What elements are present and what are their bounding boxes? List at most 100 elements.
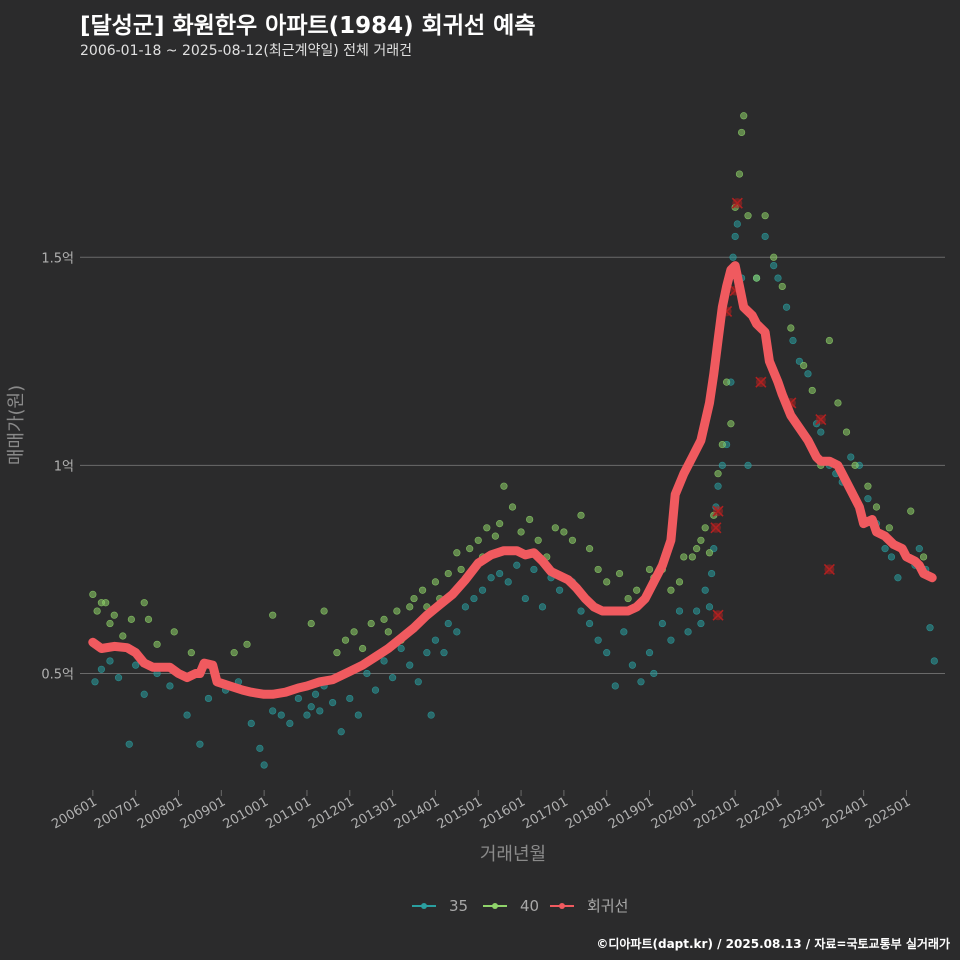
data-point-35 [329,699,337,707]
data-point-35 [256,744,264,752]
data-point-40 [93,607,101,615]
data-point-35 [645,649,654,657]
legend: 35 40 회귀선 [412,897,628,915]
x-tick-label: 200601 [49,794,99,832]
data-point-40 [735,170,744,178]
data-point-40 [170,628,178,636]
data-point-40 [418,586,427,594]
data-point-35 [714,482,722,490]
data-point-40 [508,503,517,511]
data-point-40 [119,632,127,640]
data-point-40 [127,615,135,623]
data-point-35 [887,553,896,561]
data-point-35 [620,628,628,636]
data-point-35 [611,682,619,690]
data-point-35 [585,619,594,628]
data-point-40 [864,482,872,490]
x-tick-label: 201101 [263,794,313,832]
data-point-40 [491,532,499,540]
data-point-35 [461,603,469,611]
data-point-40 [808,386,816,395]
x-tick-label: 201201 [306,794,356,832]
data-point-40 [744,212,752,220]
chart-title: [달성군] 화원한우 아파트(1984) 회귀선 예측 [80,13,536,39]
data-point-40 [697,536,705,544]
x-tick-label: 201901 [606,794,656,832]
data-point-35 [795,357,804,365]
data-point-35 [729,253,737,261]
data-point-40 [444,569,452,578]
data-point-35 [744,461,752,469]
data-point-40 [457,565,465,574]
data-point-40 [453,549,461,557]
legend-label: 35 [449,897,468,915]
data-point-40 [320,607,328,615]
legend-item-회귀선: 회귀선 [550,897,628,915]
x-tick-label: 200701 [92,794,142,832]
data-point-35 [337,728,345,736]
data-point-35 [260,761,268,769]
data-point-40 [675,578,684,586]
x-tick-label: 202301 [777,794,827,832]
data-point-35 [658,619,666,628]
y-axis-title: 매매가(원) [6,385,27,465]
data-point-40 [834,399,842,407]
data-point-40 [89,590,97,598]
data-point-40 [737,128,746,137]
data-point-35 [556,586,564,594]
data-point-40 [585,545,594,553]
data-point-40 [144,615,153,623]
x-tick-label: 201501 [435,794,485,832]
legend-label: 40 [520,897,539,915]
gridlines [80,256,945,674]
data-point-40 [500,482,508,490]
outlier-marker [755,376,767,388]
data-point-40 [667,586,675,594]
data-point-35 [701,586,709,594]
data-point-35 [303,711,311,719]
data-point-35 [718,461,726,469]
x-tick-label: 202101 [692,794,742,832]
data-point-35 [166,682,174,690]
data-point-35 [930,657,938,665]
regression-line-path [88,261,937,699]
data-point-35 [804,370,812,378]
data-point-35 [204,694,213,703]
data-point-40 [367,619,375,628]
x-tick-label: 200901 [178,794,228,832]
data-point-40 [594,565,602,574]
data-point-40 [410,594,418,603]
data-point-35 [926,624,934,632]
regression-line [88,261,937,699]
data-point-40 [645,565,654,574]
data-point-40 [110,611,118,619]
data-point-40 [693,545,701,553]
x-tick-label: 202501 [863,794,913,832]
data-point-40 [551,524,559,532]
data-point-40 [842,428,851,436]
data-point-40 [740,112,748,120]
y-axis: 0.5억 1억 1.5억 [41,251,74,682]
x-tick-label: 202001 [649,794,699,832]
data-point-40 [800,361,808,370]
data-point-35 [354,711,362,719]
data-point-35 [406,661,414,669]
data-point-35 [397,644,405,653]
data-point-35 [427,711,435,719]
data-point-35 [789,336,797,345]
outlier-marker [815,414,827,426]
data-point-40 [872,503,881,511]
data-point-40 [568,536,577,544]
data-point-35 [440,649,448,657]
data-point-40 [393,607,401,615]
data-point-35 [125,740,133,748]
data-point-35 [594,636,602,644]
data-point-35 [847,453,855,461]
data-point-35 [684,628,692,636]
data-point-35 [577,607,585,615]
data-point-35 [496,569,504,578]
data-point-35 [705,603,714,611]
x-axis-title: 거래년월 [480,844,546,865]
data-point-40 [187,649,195,657]
data-point-40 [688,553,696,561]
